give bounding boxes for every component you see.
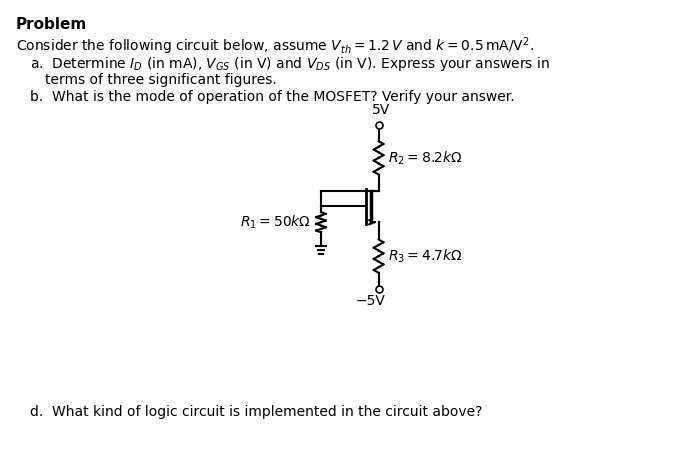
Text: $R_2 = 8.2k\Omega$: $R_2 = 8.2k\Omega$: [388, 149, 463, 167]
Text: d.  What kind of logic circuit is implemented in the circuit above?: d. What kind of logic circuit is impleme…: [30, 405, 483, 419]
Text: a.  Determine $I_D$ (in mA), $V_{GS}$ (in V) and $V_{DS}$ (in V). Express your a: a. Determine $I_D$ (in mA), $V_{GS}$ (in…: [30, 55, 550, 73]
Text: $R_3 = 4.7k\Omega$: $R_3 = 4.7k\Omega$: [388, 248, 462, 265]
Text: 5V: 5V: [372, 103, 391, 117]
Text: −5V: −5V: [356, 294, 386, 308]
Text: $R_1 = 50k\Omega$: $R_1 = 50k\Omega$: [241, 213, 311, 231]
Text: b.  What is the mode of operation of the MOSFET? Verify your answer.: b. What is the mode of operation of the …: [30, 89, 515, 103]
Text: Consider the following circuit below, assume $V_{th} = 1.2\,V$ and $k = 0.5\,\ma: Consider the following circuit below, as…: [16, 36, 534, 57]
Text: Problem: Problem: [16, 17, 87, 32]
Text: terms of three significant figures.: terms of three significant figures.: [45, 73, 277, 87]
